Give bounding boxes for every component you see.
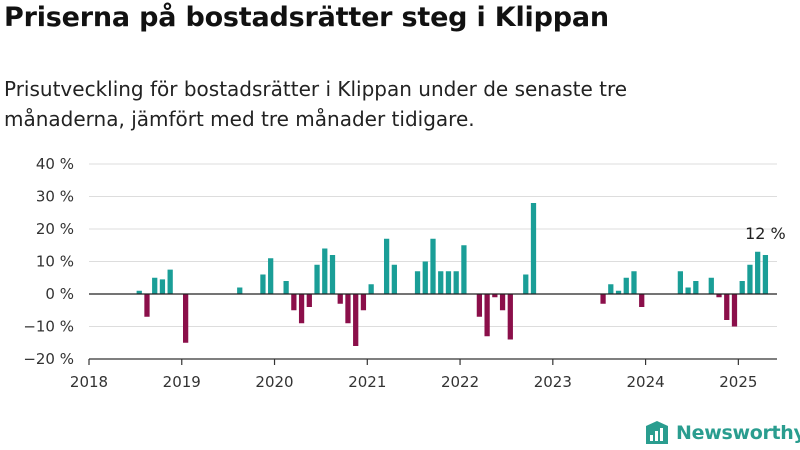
bar	[422, 261, 428, 294]
bar	[507, 294, 513, 340]
bar	[608, 284, 614, 294]
bar	[268, 258, 274, 294]
bar	[492, 294, 498, 298]
bar	[298, 294, 305, 324]
x-tick-label: 2023	[534, 373, 572, 391]
bar	[631, 271, 637, 294]
chart-title: Priserna på bostadsrätter steg i Klippan	[4, 2, 609, 33]
x-tick-label: 2019	[163, 373, 201, 391]
bar	[183, 294, 189, 343]
bar	[345, 294, 351, 324]
y-tick-label: 30 %	[36, 188, 74, 206]
bar	[755, 251, 761, 294]
bar	[438, 271, 444, 294]
bar	[693, 281, 699, 294]
y-tick-label: −10 %	[23, 318, 74, 336]
bar	[685, 287, 691, 294]
x-tick-label: 2018	[70, 373, 108, 391]
bar	[639, 294, 645, 307]
bar	[283, 281, 289, 294]
bar	[445, 271, 452, 294]
y-tick-label: 10 %	[36, 253, 74, 271]
bar	[430, 238, 436, 294]
bar	[329, 255, 336, 294]
brand-name: Newsworthy	[676, 422, 800, 444]
bar	[716, 294, 722, 298]
bar	[523, 274, 529, 294]
x-tick-label: 2020	[255, 373, 293, 391]
x-tick-label: 2022	[441, 373, 479, 391]
bar	[530, 203, 537, 294]
bar	[499, 294, 506, 311]
x-tick-label: 2024	[626, 373, 664, 391]
bar	[237, 287, 243, 294]
bar	[260, 274, 266, 294]
bar	[322, 248, 328, 294]
bar	[484, 294, 490, 337]
bar	[762, 255, 769, 294]
last-value-annotation: 12 %	[745, 224, 786, 243]
bar	[623, 277, 629, 294]
bar	[476, 294, 483, 317]
bar	[724, 294, 730, 320]
bar	[615, 290, 622, 294]
bar	[731, 294, 738, 327]
bar	[291, 294, 297, 311]
bar	[383, 238, 390, 294]
bar	[453, 271, 459, 294]
x-tick-label: 2025	[719, 373, 757, 391]
bar	[739, 281, 745, 294]
bar	[159, 279, 166, 294]
bar	[314, 264, 320, 294]
bar	[747, 264, 753, 294]
bar	[136, 290, 142, 294]
bar	[337, 294, 343, 304]
bar	[600, 294, 606, 304]
bar	[306, 294, 312, 307]
bar	[152, 277, 158, 294]
newsworthy-logo: Newsworthy	[644, 420, 800, 446]
y-tick-label: −20 %	[23, 350, 74, 368]
y-tick-label: 20 %	[36, 220, 74, 238]
bar	[368, 284, 374, 294]
bar-chart: −20 % −10 % 0 % 10 % 20 % 30 % 40 % 2018 2019 202…	[23, 155, 786, 391]
y-tick-label: 0 %	[45, 285, 74, 303]
bar	[414, 271, 421, 294]
bar	[360, 294, 367, 311]
newsworthy-logo-icon	[646, 421, 668, 444]
bar	[461, 245, 467, 294]
bar	[353, 294, 359, 346]
bar	[144, 294, 150, 317]
x-tick-label: 2021	[348, 373, 386, 391]
bar	[167, 269, 173, 294]
bar	[677, 271, 683, 294]
bar	[708, 277, 714, 294]
chart-subtitle: Prisutveckling för bostadsrätter i Klipp…	[4, 77, 628, 131]
y-tick-label: 40 %	[36, 155, 74, 173]
bar	[391, 264, 397, 294]
